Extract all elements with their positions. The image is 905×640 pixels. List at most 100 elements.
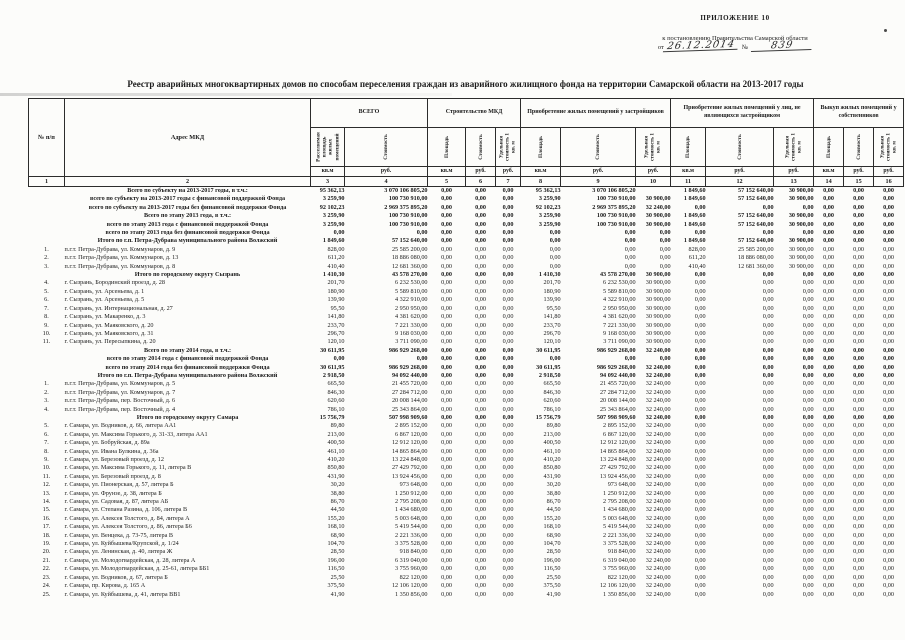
unit-label: руб. <box>560 166 637 177</box>
sub-header-label: Площадь <box>684 136 691 158</box>
value-cell: 6 319 040,00 <box>395 556 428 564</box>
value-cell: 0,00 <box>883 380 894 388</box>
value-cell: 0,00 <box>694 531 706 539</box>
value-cell: 0,00 <box>883 363 894 371</box>
row-number-cell <box>29 372 65 380</box>
sub-header-label: Площадь <box>537 136 544 158</box>
address-cell: г. Самара, ул. Березовый проезд, д. 12 <box>64 456 164 463</box>
value-cell: 0,00 <box>883 514 894 522</box>
value-cell: 0,00 <box>823 212 834 220</box>
value-cell: 1 250 912,00 <box>603 489 636 497</box>
header-group-row: № п/п Адрес МКД ВСЕГО Строительство МКД Прио… <box>28 98 905 177</box>
value-cell: 32 240,00 <box>645 514 671 522</box>
value-cell: 2 221 336,00 <box>603 531 636 539</box>
value-cell: 986 929 268,00 <box>388 346 428 354</box>
value-cell: 57 152 640,00 <box>737 237 774 245</box>
value-cell: 0,00 <box>823 296 834 304</box>
sub-header: Стоимость <box>560 127 637 167</box>
value-cell: 0,00 <box>475 271 486 279</box>
column-number: 9 <box>560 176 637 187</box>
value-cell: 0,00 <box>624 245 636 253</box>
address-cell: всего по этапу 2014 года с финансовой по… <box>106 355 269 363</box>
unit-label: руб. <box>705 166 775 177</box>
value-cell: 43 578 270,00 <box>391 271 428 279</box>
value-cell: 12 106 120,00 <box>599 582 636 590</box>
value-cell: 0,00 <box>502 548 514 556</box>
value-cell: 0,00 <box>441 388 452 396</box>
row-number-cell: 14. <box>42 498 51 506</box>
value-cell: 32 240,00 <box>645 371 671 379</box>
value-cell: 32 240,00 <box>645 464 671 472</box>
scan-dot-artifact <box>884 29 887 32</box>
sub-header-label: Площадь <box>825 136 832 158</box>
value-cell: 0,00 <box>853 355 864 363</box>
value-cell: 139,90 <box>543 296 561 304</box>
value-cell: 0,00 <box>853 573 864 581</box>
value-cell: 0,00 <box>823 380 834 388</box>
value-cell: 0,00 <box>502 514 514 522</box>
unit-label: руб. <box>773 166 815 177</box>
value-cell: 1 849,60 <box>683 237 706 245</box>
value-cell: 0,00 <box>441 472 452 480</box>
value-cell: 5 419 544,00 <box>603 523 636 531</box>
value-cell: 0,00 <box>823 590 834 598</box>
value-cell: 9 168 030,00 <box>603 329 636 337</box>
value-cell: 0,00 <box>853 514 864 522</box>
table-row: всего по этапу 2014 года без финансовой … <box>29 364 904 372</box>
value-cell: 32 240,00 <box>645 573 671 581</box>
value-cell: 25,50 <box>546 573 561 581</box>
row-number-cell <box>29 221 65 229</box>
value-cell: 0,00 <box>762 514 774 522</box>
row-number-cell: 6. <box>44 296 49 304</box>
value-cell: 0,00 <box>549 245 561 253</box>
value-cell: 0,00 <box>853 506 864 514</box>
value-cell: 0,00 <box>502 523 514 531</box>
value-cell <box>636 187 671 196</box>
value-cell: 0,00 <box>883 422 894 430</box>
value-cell: 92 102,23 <box>319 203 345 211</box>
value-cell: 0,00 <box>475 498 486 506</box>
value-cell: 0,00 <box>694 346 706 354</box>
value-cell: 30 900,00 <box>645 329 671 337</box>
value-cell: 0,00 <box>694 548 706 556</box>
value-cell: 30 900,00 <box>788 220 814 228</box>
value-cell: 0,00 <box>441 565 452 573</box>
value-cell: 375,50 <box>543 582 561 590</box>
value-cell: 0,00 <box>475 371 486 379</box>
value-cell: 43 578 270,00 <box>599 271 636 279</box>
address-cell: п.г.т. Петра-Дубрава, ул. Коммунаров, д.… <box>64 388 176 396</box>
address-cell: г. Самара, ул. Водников, д. 66, литера А… <box>64 422 177 430</box>
value-cell: 0,00 <box>502 195 514 203</box>
row-number-cell: 5. <box>44 287 49 295</box>
value-cell: 0,00 <box>694 489 706 497</box>
row-number-cell: 21. <box>42 556 51 564</box>
table-row: 4. г. Сызрань, Бородинский проезд, д. 28 2… <box>29 279 904 287</box>
table-row: Итого по г.п. Петра-Дубрава муниципально… <box>29 372 904 380</box>
value-cell: 828,00 <box>327 245 345 253</box>
value-cell: 0,00 <box>853 279 864 287</box>
value-cell: 0,00 <box>502 413 514 421</box>
value-cell: 0,00 <box>475 388 486 396</box>
value-cell: 0,00 <box>883 464 894 472</box>
value-cell: 0,00 <box>802 422 814 430</box>
value-cell: 44,50 <box>546 506 561 514</box>
sub-header: Стоимость <box>343 127 429 167</box>
value-cell: 0,00 <box>802 296 814 304</box>
address-cell: Итого по г.п. Петра-Дубрава муниципально… <box>97 371 278 379</box>
value-cell: 0,00 <box>802 582 814 590</box>
value-cell: 32 240,00 <box>645 380 671 388</box>
value-cell: 0,00 <box>802 565 814 573</box>
value-cell: 0,00 <box>441 279 452 287</box>
value-cell: 461,10 <box>543 447 561 455</box>
value-cell: 0,00 <box>502 287 514 295</box>
value-cell: 0,00 <box>475 262 486 270</box>
table-row: Итого по г.п. Петра-Дубрава муниципально… <box>29 237 904 245</box>
value-cell: 0,00 <box>441 203 452 211</box>
table-row: 9. г. Самара, ул. Березовый проезд, д. 12… <box>29 456 904 464</box>
value-cell: 0,00 <box>823 506 834 514</box>
table-row: 25. г. Самара, ул. Куйбышева, д. 41, лите… <box>29 591 904 599</box>
value-cell: 0,00 <box>883 287 894 295</box>
value-cell: 0,00 <box>853 447 864 455</box>
table-row: 1. п.г.т. Петра-Дубрава, ул. Коммунаров, … <box>29 246 904 254</box>
address-cell: г. Самара, ул. Водников, д. 67, литера Б <box>64 573 168 581</box>
